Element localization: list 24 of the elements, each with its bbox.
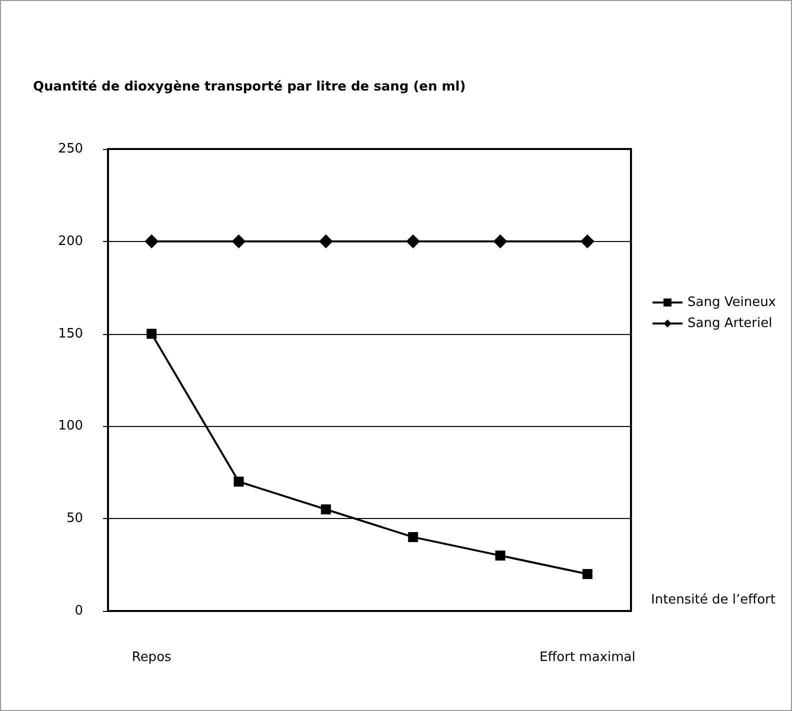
legend-label: Sang Arteriel [687, 316, 772, 331]
y-tick-label: 0 [74, 604, 83, 618]
point [493, 234, 508, 248]
y-tick-label: 200 [58, 234, 83, 249]
point [318, 234, 333, 248]
point [320, 504, 331, 514]
y-tick-label: 150 [58, 326, 83, 342]
x-tick-label: Repos [132, 650, 172, 665]
y-axis-title: Quantité de dioxygène transporté par litre de sang (en ml) [33, 80, 466, 94]
point [406, 234, 420, 248]
y-tick-label: 250 [58, 142, 83, 156]
legend-label: Sang Veineux [687, 295, 776, 310]
point [232, 234, 246, 248]
point [146, 328, 157, 339]
point [582, 569, 592, 580]
point [144, 234, 159, 248]
y-tick-label: 100 [58, 418, 83, 434]
point [408, 532, 418, 542]
point [580, 234, 594, 248]
y-tick-label: 50 [66, 511, 83, 526]
x-axis-title: Intensité de l’effort [651, 592, 776, 608]
point [234, 476, 244, 487]
point [495, 550, 506, 561]
x-tick-label: Effort maximal [539, 650, 636, 665]
